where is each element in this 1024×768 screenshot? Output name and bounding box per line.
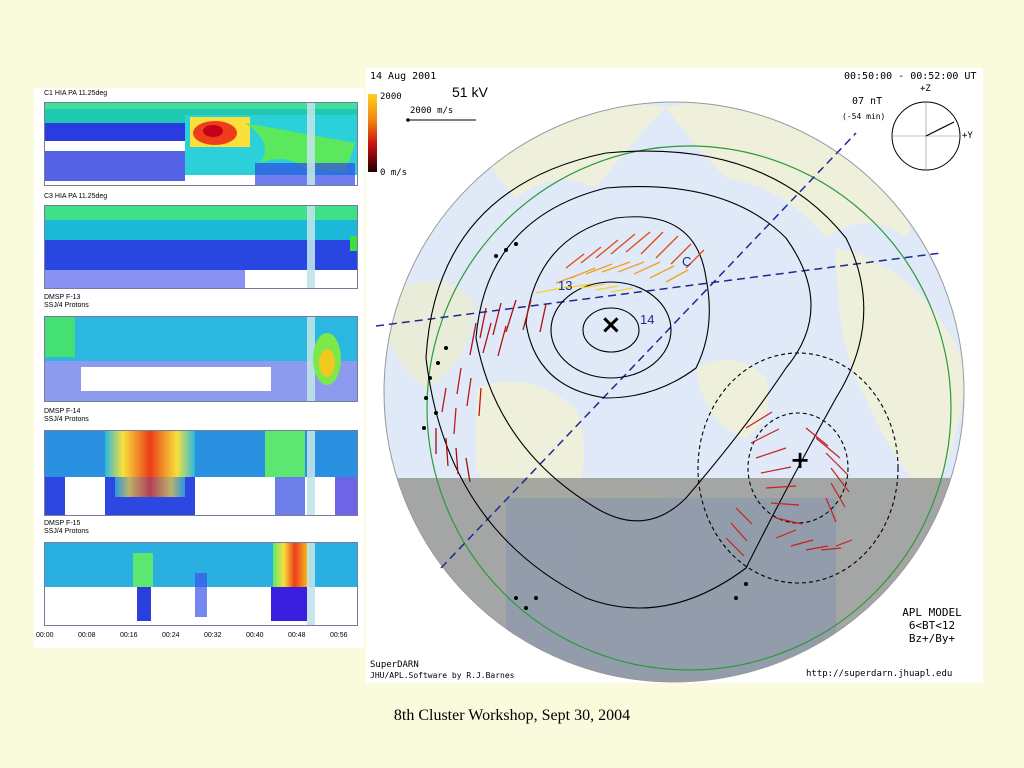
slide-caption: 8th Cluster Workshop, Sept 30, 2004 [393,707,631,724]
imf-axis-z-label: +Z [920,84,931,94]
time-tick: 00:48 [288,632,306,639]
imf-axis-y-label: +Y [962,131,973,141]
polar-map [368,94,965,683]
spectrogram-f15 [44,542,358,626]
colorbar-max-label: 2000 [380,92,402,102]
spectrogram-f14 [44,430,358,516]
time-tick: 00:56 [330,632,348,639]
time-tick: 00:32 [204,632,222,639]
spectrogram-title-c3: C3 HIA PA 11.25deg [44,193,108,200]
dmsp-f14-label: 14 [640,312,655,327]
map-date: 14 Aug 2001 [370,71,437,82]
spectrogram-panel: C1 HIA PA 11.25deg C3 HIA PA 11.25deg [34,88,364,648]
colorbar-min-label: 0 m/s [380,168,408,178]
imf-delay: (-54 min) [842,112,886,121]
credit-title: SuperDARN [370,660,419,670]
spectrogram-title-f15: DMSP F-15 SSJ/4 Protons [44,520,89,535]
model-info: APL MODEL 6<BT<12 Bz+/By+ [902,606,962,645]
spectrogram-title-f13: DMSP F-13 SSJ/4 Protons [44,294,89,309]
imf-strength: 07 nT [852,96,883,107]
map-url: http://superdarn.jhuapl.edu [806,669,953,679]
time-tick: 00:00 [36,632,54,639]
dmsp-f15-label: C [682,254,692,269]
time-tick: 00:08 [78,632,96,639]
credit-software: JHU/APL.Software by R.J.Barnes [370,671,515,680]
spectrogram-title-c1: C1 HIA PA 11.25deg [44,90,108,97]
map-time-range: 00:50:00 - 00:52:00 UT [844,71,977,82]
cross-polar-potential: 51 kV [452,84,488,100]
potential-maximum-marker: + [790,446,811,474]
spectrogram-title-f14: DMSP F-14 SSJ/4 Protons [44,408,89,423]
time-tick: 00:40 [246,632,264,639]
spectrogram-f13 [44,316,358,402]
velocity-scale-label: 2000 m/s [410,106,454,116]
potential-minimum-marker: × [600,310,622,340]
convection-map-panel: 14 Aug 2001 51 kV 00:50:00 - 00:52:00 UT… [366,68,983,683]
spectrogram-c1 [44,102,358,186]
dmsp-f13-label: 13 [558,278,573,293]
spectrogram-c3 [44,205,358,289]
time-tick: 00:24 [162,632,180,639]
time-tick: 00:16 [120,632,138,639]
